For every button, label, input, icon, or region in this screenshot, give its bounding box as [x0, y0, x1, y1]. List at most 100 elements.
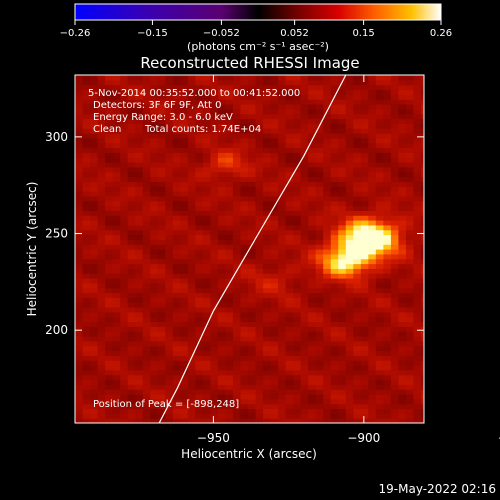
heatmap-cell — [150, 394, 159, 400]
heatmap-cell — [120, 200, 129, 207]
heatmap-cell — [398, 215, 407, 221]
heatmap-cell — [360, 302, 369, 308]
heatmap-cell — [383, 229, 392, 236]
heatmap-cell — [105, 297, 114, 303]
heatmap-cell — [263, 292, 272, 298]
heatmap-cell — [150, 108, 159, 115]
heatmap-cell — [157, 297, 166, 303]
heatmap-cell — [255, 263, 264, 269]
heatmap-cell — [217, 369, 227, 376]
heatmap-cell — [82, 137, 91, 144]
heatmap-cell — [120, 210, 129, 216]
heatmap-cell — [165, 253, 174, 260]
heatmap-cell — [413, 191, 422, 197]
heatmap-cell — [300, 176, 309, 182]
heatmap-cell — [323, 278, 332, 284]
heatmap-cell — [368, 307, 377, 313]
heatmap-cell — [247, 99, 257, 105]
heatmap-cell — [165, 350, 174, 356]
heatmap-cell — [247, 374, 257, 381]
heatmap-cell — [383, 340, 392, 347]
heatmap-cell — [202, 152, 211, 158]
heatmap-cell — [240, 311, 249, 318]
heatmap-cell — [232, 258, 242, 265]
heatmap-cell — [112, 137, 121, 144]
heatmap-cell — [345, 302, 354, 308]
heatmap-cell — [112, 142, 121, 149]
heatmap-cell — [90, 171, 99, 178]
heatmap-cell — [195, 75, 204, 81]
heatmap-cell — [398, 302, 407, 308]
heatmap-cell — [120, 147, 129, 153]
heatmap-cell — [210, 336, 219, 342]
heatmap-cell — [157, 403, 166, 410]
heatmap-cell — [105, 104, 114, 110]
heatmap-cell — [420, 104, 424, 110]
heatmap-cell — [420, 282, 424, 289]
heatmap-cell — [217, 123, 227, 129]
heatmap-cell — [360, 307, 369, 313]
heatmap-cell — [338, 186, 347, 192]
heatmap-cell — [240, 249, 249, 255]
heatmap-cell — [210, 355, 219, 361]
heatmap-cell — [315, 157, 324, 163]
heatmap-cell — [150, 258, 159, 265]
heatmap-cell — [90, 84, 99, 91]
heatmap-cell — [293, 162, 302, 168]
heatmap-cell — [135, 253, 144, 260]
heatmap-cell — [278, 142, 287, 149]
heatmap-cell — [157, 191, 166, 197]
heatmap-cell — [187, 137, 196, 144]
heatmap-cell — [263, 345, 272, 352]
heatmap-cell — [263, 176, 272, 182]
heatmap-cell — [375, 345, 384, 352]
heatmap-cell — [405, 195, 415, 202]
heatmap-cell — [127, 224, 136, 231]
heatmap-cell — [263, 331, 272, 337]
heatmap-cell — [150, 99, 159, 105]
heatmap-cell — [210, 152, 219, 158]
heatmap-cell — [90, 297, 99, 303]
heatmap-cell — [75, 268, 84, 274]
x-tick-label: −900 — [347, 431, 380, 445]
heatmap-cell — [112, 79, 121, 86]
heatmap-cell — [353, 84, 362, 91]
heatmap-cell — [405, 113, 415, 120]
heatmap-cell — [165, 79, 174, 86]
heatmap-cell — [180, 394, 189, 400]
heatmap-cell — [315, 331, 324, 337]
heatmap-cell — [232, 186, 242, 192]
heatmap-cell — [255, 123, 264, 129]
heatmap-cell — [232, 302, 242, 308]
heatmap-cell — [210, 123, 219, 129]
heatmap-cell — [360, 355, 369, 361]
heatmap-cell — [75, 89, 84, 95]
heatmap-cell — [353, 307, 362, 313]
heatmap-cell — [195, 263, 204, 269]
heatmap-cell — [150, 234, 159, 240]
heatmap-cell — [375, 99, 384, 105]
heatmap-cell — [293, 200, 302, 207]
heatmap-cell — [210, 384, 219, 390]
heatmap-cell — [187, 321, 196, 327]
heatmap-cell — [240, 181, 249, 187]
heatmap-cell — [293, 186, 302, 192]
heatmap-cell — [390, 176, 400, 182]
heatmap-cell — [165, 365, 174, 371]
heatmap-cell — [308, 94, 317, 100]
heatmap-cell — [368, 253, 377, 260]
heatmap-cell — [375, 104, 384, 110]
heatmap-cell — [240, 355, 249, 361]
heatmap-cell — [180, 147, 189, 153]
heatmap-cell — [255, 215, 264, 221]
heatmap-cell — [105, 244, 114, 250]
heatmap-cell — [308, 205, 317, 211]
heatmap-cell — [225, 302, 234, 308]
heatmap-cell — [278, 403, 287, 410]
heatmap-cell — [270, 369, 279, 376]
heatmap-cell — [247, 253, 257, 260]
heatmap-cell — [390, 137, 400, 144]
heatmap-cell — [255, 75, 264, 81]
heatmap-cell — [105, 89, 114, 95]
heatmap-cell — [330, 340, 339, 347]
